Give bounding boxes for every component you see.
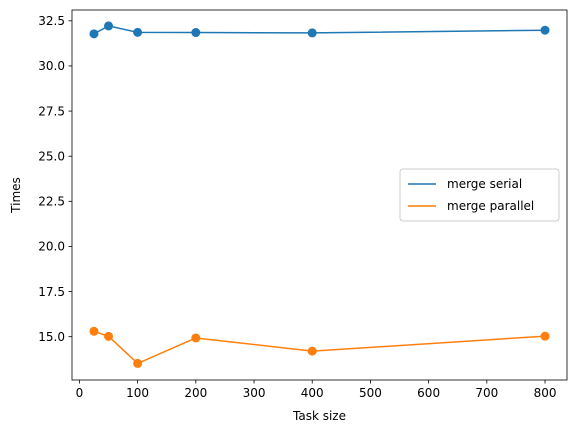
- y-tick-label: 32.5: [38, 14, 65, 28]
- data-point: [540, 25, 550, 35]
- data-point: [133, 358, 143, 368]
- x-tick-label: 400: [301, 386, 324, 400]
- y-tick-label: 17.5: [38, 285, 65, 299]
- data-point: [89, 326, 99, 336]
- data-point: [104, 21, 114, 31]
- y-tick-label: 22.5: [38, 195, 65, 209]
- legend-label: merge parallel: [447, 199, 534, 213]
- x-axis-ticks: 0 100 200 300 400 500 600 700 800: [76, 380, 557, 400]
- x-tick-label: 600: [417, 386, 440, 400]
- axes-layer: [71, 9, 568, 381]
- y-tick-label: 30.0: [38, 59, 65, 73]
- data-point: [307, 28, 317, 38]
- y-tick-label: 25.0: [38, 149, 65, 163]
- x-tick-label: 200: [184, 386, 207, 400]
- data-point: [104, 331, 114, 341]
- x-tick-label: 800: [534, 386, 557, 400]
- legend-frame: [399, 168, 560, 222]
- y-tick-label: 27.5: [38, 104, 65, 118]
- data-point: [191, 333, 201, 343]
- legend: merge serial merge parallel: [399, 168, 560, 222]
- x-axis-label: Task size: [292, 409, 346, 423]
- x-tick-label: 700: [475, 386, 498, 400]
- x-tick-label: 0: [76, 386, 84, 400]
- data-point: [191, 28, 201, 38]
- data-point: [540, 331, 550, 341]
- data-point: [133, 27, 143, 37]
- legend-label: merge serial: [447, 177, 522, 191]
- plot-frame: [71, 9, 568, 381]
- y-axis-ticks: 15.0 17.5 20.0 22.5 25.0 27.5 30.0 32.5: [38, 14, 72, 344]
- x-tick-label: 100: [126, 386, 149, 400]
- data-point: [89, 29, 99, 39]
- y-axis-label: Times: [9, 177, 23, 214]
- data-point: [307, 346, 317, 356]
- series-layer: [89, 21, 550, 368]
- y-tick-label: 15.0: [38, 330, 65, 344]
- x-tick-label: 300: [243, 386, 266, 400]
- y-tick-label: 20.0: [38, 240, 65, 254]
- x-tick-label: 500: [359, 386, 382, 400]
